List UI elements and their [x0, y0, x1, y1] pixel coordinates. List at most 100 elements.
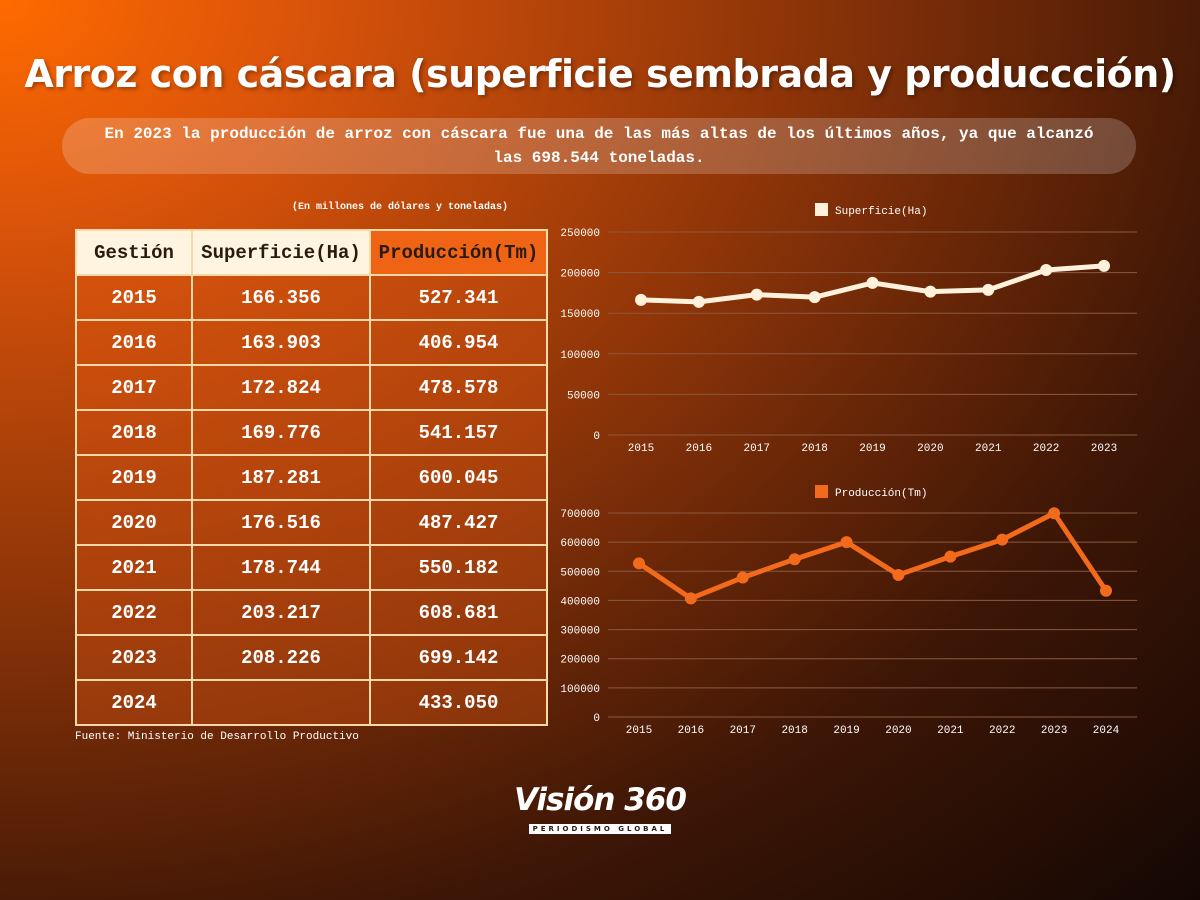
brand-name: Visión 360: [513, 782, 687, 818]
table-row: 2016 163.903 406.954: [75, 319, 548, 366]
cell-produccion: 550.182: [369, 544, 548, 591]
x-tick-label: 2021: [937, 725, 964, 737]
cell-superficie: 163.903: [191, 319, 371, 366]
data-point: [996, 533, 1009, 546]
data-point: [982, 283, 995, 296]
y-tick-label: 200000: [560, 655, 600, 667]
x-tick-label: 2015: [626, 725, 652, 737]
table-row: 2018 169.776 541.157: [75, 409, 548, 456]
cell-year: 2024: [75, 679, 193, 726]
data-point: [635, 293, 647, 306]
x-tick-label: 2023: [1091, 443, 1117, 455]
cell-produccion: 541.157: [369, 409, 548, 456]
cell-superficie: 203.217: [191, 589, 371, 636]
cell-year: 2021: [75, 544, 193, 591]
cell-produccion: 478.578: [369, 364, 548, 411]
x-tick-label: 2017: [730, 725, 756, 737]
y-tick-label: 50000: [567, 390, 600, 402]
subtitle-banner: En 2023 la producción de arroz con cásca…: [62, 118, 1136, 174]
brand-logo: Visión 360 PERIODISMO GLOBAL: [500, 782, 700, 836]
data-point: [866, 276, 879, 289]
table-row: 2015 166.356 527.341: [75, 274, 548, 321]
production-line-chart: Producción(Tm) 700000 600000 500000 400000 30…: [560, 485, 1137, 737]
header-produccion: Producción(Tm): [369, 229, 548, 276]
data-point: [1098, 259, 1110, 272]
y-tick-label: 150000: [560, 309, 600, 321]
units-note: (En millones de dólares y toneladas): [292, 202, 509, 213]
cell-produccion: 608.681: [369, 589, 548, 636]
y-tick-label: 100000: [560, 684, 600, 696]
data-point: [1040, 263, 1053, 276]
table-header-row: Gestión Superficie(Ha) Producción(Tm): [75, 229, 548, 276]
cell-superficie: 187.281: [191, 454, 371, 501]
x-tick-label: 2018: [781, 725, 807, 737]
cell-superficie: 169.776: [191, 409, 371, 456]
legend-label: Superficie(Ha): [835, 206, 927, 218]
x-tick-label: 2023: [1041, 725, 1067, 737]
x-tick-label: 2024: [1093, 725, 1120, 737]
table-row: 2023 208.226 699.142: [75, 634, 548, 681]
y-tick-label: 300000: [560, 626, 600, 638]
cell-produccion: 487.427: [369, 499, 548, 546]
x-tick-label: 2020: [885, 725, 911, 737]
cell-year: 2020: [75, 499, 193, 546]
surface-line-chart: Superficie(Ha) 250000 200000 150000 100000 50…: [560, 203, 1137, 455]
series-line: [636, 510, 1109, 601]
table-row: 2020 176.516 487.427: [75, 499, 548, 546]
y-tick-label: 0: [593, 431, 600, 443]
cell-superficie: 178.744: [191, 544, 371, 591]
x-tick-label: 2015: [628, 443, 654, 455]
data-point: [750, 288, 763, 301]
x-tick-label: 2021: [975, 443, 1002, 455]
y-tick-label: 600000: [560, 538, 600, 550]
x-tick-label: 2018: [801, 443, 827, 455]
cell-produccion: 600.045: [369, 454, 548, 501]
x-tick-label: 2016: [686, 443, 712, 455]
data-point: [684, 592, 697, 605]
cell-year: 2022: [75, 589, 193, 636]
y-tick-label: 200000: [560, 269, 600, 281]
y-tick-label: 250000: [560, 228, 600, 240]
cell-produccion: 527.341: [369, 274, 548, 321]
header-superficie: Superficie(Ha): [191, 229, 371, 276]
cell-superficie: 172.824: [191, 364, 371, 411]
cell-superficie: 208.226: [191, 634, 371, 681]
table-row: 2019 187.281 600.045: [75, 454, 548, 501]
data-point: [788, 553, 801, 566]
cell-produccion: 406.954: [369, 319, 548, 366]
data-point: [692, 295, 705, 308]
cell-year: 2023: [75, 634, 193, 681]
subtitle-text: En 2023 la producción de arroz con cásca…: [104, 125, 1094, 167]
data-point: [633, 557, 645, 570]
data-point: [924, 285, 937, 298]
x-tick-label: 2020: [917, 443, 943, 455]
legend-label: Producción(Tm): [835, 488, 927, 500]
data-point: [1100, 584, 1112, 597]
cell-year: 2018: [75, 409, 193, 456]
cell-year: 2016: [75, 319, 193, 366]
data-point: [944, 550, 957, 563]
legend-swatch: [815, 485, 828, 498]
cell-year: 2015: [75, 274, 193, 321]
x-tick-label: 2017: [744, 443, 770, 455]
table-row: 2021 178.744 550.182: [75, 544, 548, 591]
y-tick-label: 100000: [560, 350, 600, 362]
table-row: 2024 433.050: [75, 679, 548, 726]
data-point: [1048, 507, 1061, 520]
cell-year: 2019: [75, 454, 193, 501]
cell-produccion: 699.142: [369, 634, 548, 681]
brand-tagline: PERIODISMO GLOBAL: [528, 824, 672, 834]
data-table: Gestión Superficie(Ha) Producción(Tm) 20…: [75, 229, 548, 726]
source-note: Fuente: Ministerio de Desarrollo Product…: [75, 731, 359, 743]
x-tick-label: 2016: [678, 725, 704, 737]
cell-superficie: 176.516: [191, 499, 371, 546]
x-tick-label: 2019: [859, 443, 885, 455]
y-tick-label: 400000: [560, 596, 600, 608]
table-row: 2022 203.217 608.681: [75, 589, 548, 636]
x-tick-label: 2019: [833, 725, 859, 737]
x-tick-label: 2022: [989, 725, 1015, 737]
data-point: [892, 568, 905, 581]
y-tick-label: 500000: [560, 567, 600, 579]
legend-swatch: [815, 203, 828, 216]
y-tick-label: 0: [593, 713, 600, 725]
